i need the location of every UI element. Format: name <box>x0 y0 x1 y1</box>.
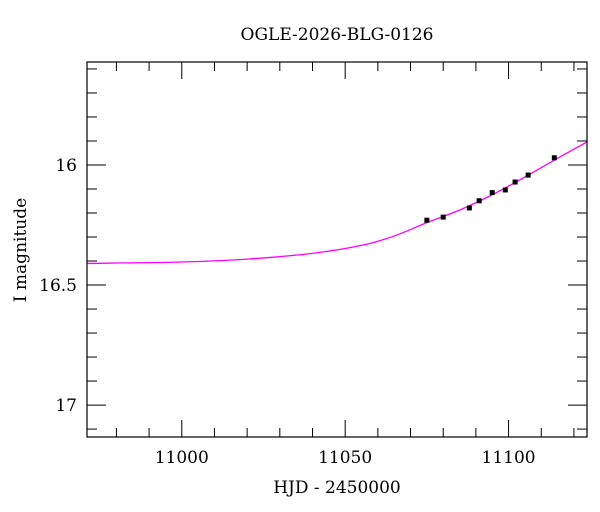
data-point <box>525 172 531 178</box>
x-tick-label: 11000 <box>155 448 209 468</box>
y-tick-label: 16.5 <box>39 276 77 296</box>
data-point <box>502 187 508 193</box>
data-points <box>424 155 557 223</box>
data-point <box>476 198 482 204</box>
x-axis-label: HJD - 2450000 <box>273 478 401 498</box>
data-point <box>466 205 472 211</box>
chart-title: OGLE-2026-BLG-0126 <box>241 25 434 45</box>
x-tick-label: 11050 <box>318 448 372 468</box>
data-point <box>440 214 446 220</box>
y-tick-label: 16 <box>55 156 77 176</box>
plot-frame <box>86 61 588 438</box>
axis-ticks <box>87 62 587 437</box>
tick-labels: 11000 11050 11100 16 16.5 17 <box>39 156 535 468</box>
data-point <box>551 155 557 161</box>
data-point <box>512 179 518 185</box>
data-point <box>489 190 495 196</box>
data-point <box>424 217 430 223</box>
x-tick-label: 11100 <box>482 448 536 468</box>
y-tick-label: 17 <box>55 396 77 416</box>
y-axis-label: I magnitude <box>11 198 31 302</box>
model-curve <box>87 141 587 265</box>
